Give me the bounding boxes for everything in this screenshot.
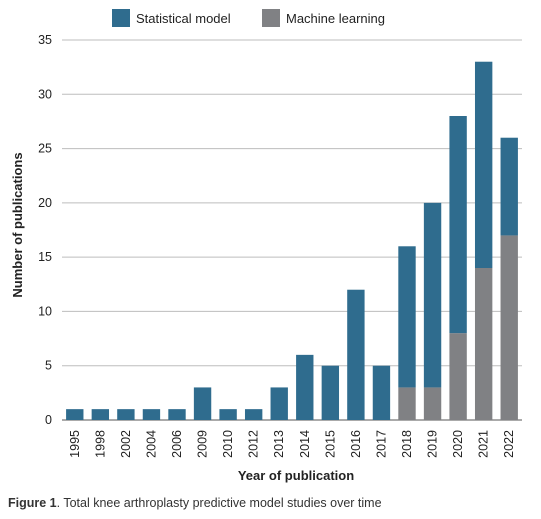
y-axis-ticks: 0 5 10 15 20 25 30 35: [38, 33, 52, 427]
bar-statistical-model-2015: [321, 365, 340, 420]
bar-statistical-model-2004: [142, 409, 161, 420]
bar-statistical-model-2010: [219, 409, 237, 420]
x-tick-label: 1998: [93, 430, 107, 458]
bar-machine-learning-2019: [423, 387, 442, 420]
y-tick-label: 20: [38, 196, 52, 210]
legend-swatch: [262, 9, 280, 27]
x-tick-label: 2015: [323, 430, 337, 458]
x-tick-label: 2018: [400, 430, 414, 458]
bar-statistical-model-1995: [66, 409, 84, 420]
bar-statistical-model-2018: [398, 246, 416, 388]
legend-label: Statistical model: [136, 11, 231, 26]
legend-swatch: [112, 9, 130, 27]
y-tick-label: 35: [38, 33, 52, 47]
x-tick-label: 2021: [477, 430, 491, 458]
bar-machine-learning-2021: [474, 268, 493, 420]
x-tick-label: 2010: [221, 430, 235, 458]
bar-statistical-model-2002: [117, 409, 135, 420]
bars: [66, 61, 518, 420]
y-tick-label: 10: [38, 304, 52, 318]
y-tick-label: 5: [45, 359, 52, 373]
x-tick-label: 2013: [272, 430, 286, 458]
figure-caption: Figure 1. Total knee arthroplasty predic…: [8, 496, 382, 510]
legend-label: Machine learning: [286, 11, 385, 26]
bar-statistical-model-2013: [270, 387, 288, 420]
y-tick-label: 25: [38, 142, 52, 156]
bar-statistical-model-1998: [91, 409, 110, 420]
figure-caption-text: . Total knee arthroplasty predictive mod…: [56, 496, 382, 510]
y-tick-label: 30: [38, 87, 52, 101]
figure-caption-label: Figure 1: [8, 496, 57, 510]
x-tick-label: 2020: [451, 430, 465, 458]
bar-statistical-model-2016: [347, 289, 365, 420]
y-tick-label: 0: [45, 413, 52, 427]
bar-statistical-model-2020: [449, 116, 467, 334]
bar-statistical-model-2021: [474, 61, 493, 268]
x-tick-label: 2019: [426, 430, 440, 458]
x-tick-label: 2016: [349, 430, 363, 458]
stacked-bar-chart: Statistical model Machine learning 0 5 10 15…: [10, 9, 522, 483]
x-tick-label: 2002: [119, 430, 133, 458]
x-axis-ticks: 1995 1998 2002 2004 2006 2009 2010 2012 2013 2014…: [68, 430, 516, 458]
bar-statistical-model-2012: [244, 409, 263, 420]
x-tick-label: 2004: [144, 430, 158, 458]
x-tick-label: 2022: [502, 430, 516, 458]
bar-statistical-model-2022: [500, 137, 518, 236]
bar-statistical-model-2006: [168, 409, 186, 420]
x-tick-label: 2017: [374, 430, 388, 458]
x-tick-label: 1995: [68, 430, 82, 458]
gridlines: [62, 39, 522, 421]
x-tick-label: 2014: [298, 430, 312, 458]
bar-statistical-model-2014: [296, 354, 314, 420]
bar-statistical-model-2019: [423, 202, 442, 388]
bar-machine-learning-2018: [398, 387, 416, 420]
x-tick-label: 2006: [170, 430, 184, 458]
x-tick-label: 2009: [196, 430, 210, 458]
bar-machine-learning-2020: [449, 333, 467, 420]
bar-machine-learning-2022: [500, 235, 518, 420]
y-tick-label: 15: [38, 250, 52, 264]
legend: Statistical model Machine learning: [112, 9, 385, 27]
x-axis-label: Year of publication: [238, 468, 354, 483]
bar-statistical-model-2009: [193, 387, 212, 420]
x-tick-label: 2012: [247, 430, 261, 458]
y-axis-label: Number of publications: [10, 152, 25, 297]
bar-statistical-model-2017: [372, 365, 391, 420]
